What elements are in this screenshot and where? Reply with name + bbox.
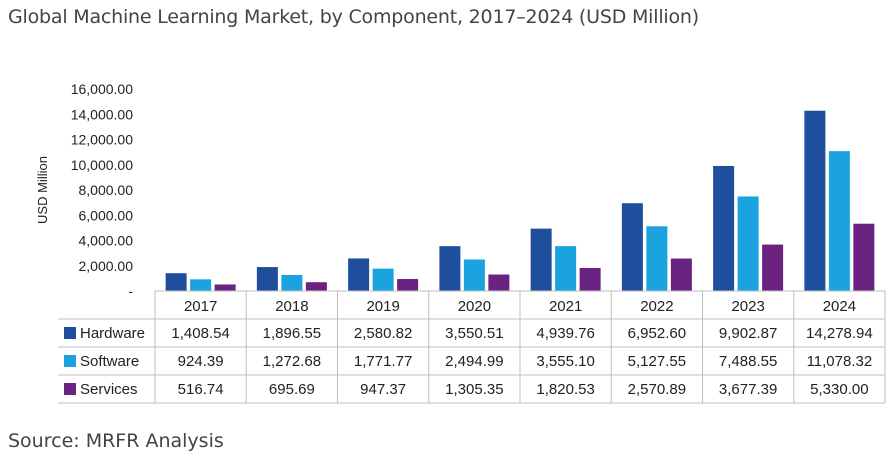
data-label-hardware: 14,278.94 [806, 325, 873, 342]
x-tick-label: 2021 [549, 298, 582, 315]
data-label-hardware: 3,550.51 [445, 325, 503, 342]
bar-software-2017 [190, 279, 212, 291]
bar-services-2017 [214, 284, 236, 291]
bar-software-2023 [737, 196, 759, 291]
y-tick-label: 8,000.00 [79, 182, 134, 198]
data-label-hardware: 1,896.55 [263, 325, 321, 342]
x-tick-label: 2024 [823, 298, 856, 315]
legend-swatch-hardware [64, 327, 76, 339]
y-tick-label: - [128, 283, 133, 299]
data-label-software: 3,555.10 [536, 353, 594, 370]
data-label-software: 1,771.77 [354, 353, 412, 370]
data-label-hardware: 2,580.82 [354, 325, 412, 342]
bar-software-2021 [555, 246, 577, 291]
x-tick-label: 2022 [640, 298, 673, 315]
data-label-services: 695.69 [269, 381, 315, 398]
data-label-services: 516.74 [178, 381, 224, 398]
bar-services-2020 [488, 274, 510, 291]
bar-hardware-2019 [348, 258, 370, 291]
bar-services-2022 [670, 258, 692, 291]
data-label-hardware: 1,408.54 [171, 325, 229, 342]
data-label-hardware: 4,939.76 [536, 325, 594, 342]
bar-hardware-2018 [256, 267, 278, 291]
data-label-software: 7,488.55 [719, 353, 777, 370]
data-label-services: 5,330.00 [810, 381, 868, 398]
legend-label-services: Services [80, 381, 138, 398]
bar-software-2022 [646, 226, 668, 291]
data-label-services: 1,820.53 [536, 381, 594, 398]
y-tick-label: 2,000.00 [79, 258, 134, 274]
data-label-services: 1,305.35 [445, 381, 503, 398]
x-tick-label: 2017 [184, 298, 217, 315]
data-label-software: 2,494.99 [445, 353, 503, 370]
x-tick-label: 2023 [731, 298, 764, 315]
bar-hardware-2024 [804, 110, 826, 291]
legend-swatch-software [64, 355, 76, 367]
bar-services-2019 [397, 279, 419, 291]
x-tick-label: 2020 [458, 298, 491, 315]
bar-software-2019 [372, 268, 394, 291]
y-tick-label: 10,000.00 [71, 157, 133, 173]
data-label-hardware: 9,902.87 [719, 325, 777, 342]
y-tick-label: 12,000.00 [71, 132, 133, 148]
data-label-software: 11,078.32 [807, 353, 873, 370]
bar-services-2018 [305, 282, 327, 291]
legend-label-software: Software [80, 353, 139, 370]
bar-services-2024 [853, 223, 875, 291]
bar-software-2024 [828, 151, 850, 291]
y-tick-label: 16,000.00 [71, 81, 133, 97]
data-label-services: 2,570.89 [628, 381, 686, 398]
bar-hardware-2022 [621, 203, 643, 291]
data-label-services: 947.37 [360, 381, 406, 398]
data-label-software: 924.39 [178, 353, 224, 370]
bar-hardware-2023 [713, 165, 735, 291]
y-tick-label: 6,000.00 [79, 207, 134, 223]
legend-label-hardware: Hardware [80, 325, 145, 342]
y-tick-label: 4,000.00 [79, 233, 134, 249]
data-label-hardware: 6,952.60 [628, 325, 686, 342]
bar-software-2018 [281, 274, 303, 291]
data-label-software: 5,127.55 [628, 353, 686, 370]
data-label-software: 1,272.68 [263, 353, 321, 370]
legend-swatch-services [64, 383, 76, 395]
bar-services-2023 [762, 244, 784, 291]
data-label-services: 3,677.39 [719, 381, 777, 398]
chart-title: Global Machine Learning Market, by Compo… [8, 6, 699, 28]
source-note: Source: MRFR Analysis [8, 430, 224, 452]
bar-hardware-2017 [165, 273, 187, 291]
y-axis-title: USD Million [35, 156, 50, 224]
bar-hardware-2020 [439, 246, 461, 291]
y-tick-label: 14,000.00 [71, 106, 133, 122]
bar-services-2021 [579, 268, 601, 291]
bar-hardware-2021 [530, 228, 552, 291]
x-tick-label: 2018 [275, 298, 308, 315]
bar-software-2020 [463, 259, 485, 291]
x-tick-label: 2019 [366, 298, 399, 315]
